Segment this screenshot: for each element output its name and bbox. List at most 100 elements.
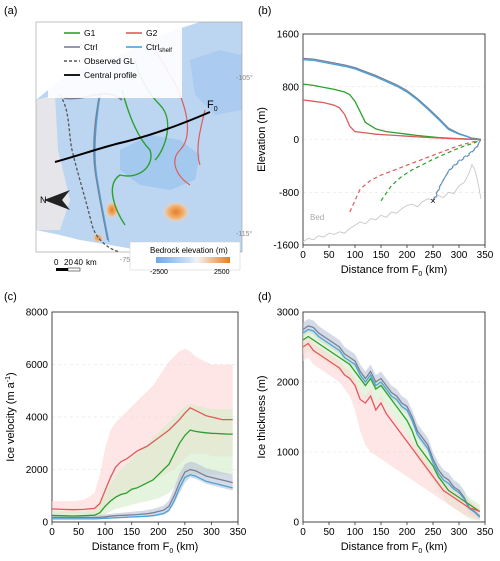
legend-ctrl: Ctrl	[84, 42, 97, 52]
scale-tick-40: 40	[74, 258, 83, 267]
panel-c: (c) 0 2000 4000 6000 8000 0 50 100 150 200 250 300 3…	[4, 291, 247, 555]
legend-ctrl-shelf: Ctrlshelf	[146, 42, 172, 54]
y-axis-label: Elevation (m)	[256, 107, 268, 172]
ytick-label-2: 2000	[277, 378, 300, 389]
series-line-g1	[51, 429, 233, 517]
thickness-chart: 0 1000 2000 3000 0 50 100 150 200 250 300 350 Distan…	[256, 308, 494, 556]
observed-grounding-line	[59, 94, 121, 252]
xtick-label-2: 100	[347, 527, 364, 538]
ytick-label-1: 2000	[26, 465, 49, 476]
series-line-ctrl_shelf	[302, 328, 481, 518]
ytick-label-3: -800	[279, 188, 299, 199]
colorbar-min: -2500	[150, 269, 168, 276]
x-axis-label: Distance from F0 (km)	[341, 541, 448, 555]
legend-g2: G2	[146, 28, 158, 38]
colorbar-max: 2500	[214, 269, 230, 276]
surface-line-g2	[302, 99, 481, 141]
xtick-label-5: 250	[425, 527, 442, 538]
base-line-ctrl_shelf	[435, 139, 482, 198]
colorbar-title: Bedrock elevation (m)	[150, 246, 228, 255]
xtick-label-4: 200	[399, 527, 416, 538]
ytick-label-1: 1000	[277, 448, 300, 459]
plot-frame	[302, 311, 486, 523]
bed-line	[302, 163, 482, 243]
legend-observed-gl: Observed GL	[84, 56, 135, 66]
marker-cross: ×	[430, 196, 435, 206]
xtick-label-4: 200	[399, 250, 416, 261]
band-g2	[303, 336, 480, 520]
xtick-label-7: 350	[230, 527, 247, 538]
x-axis-label: Distance from F0 (km)	[92, 541, 199, 555]
plot-frame	[302, 33, 486, 246]
xtick-label-1: 50	[73, 527, 85, 538]
lon-label-2: -115°	[236, 230, 252, 238]
legend-central-profile: Central profile	[84, 70, 137, 80]
legend-g1: G1	[84, 28, 96, 38]
ytick-label-0: 0	[42, 518, 48, 529]
xtick-label-7: 350	[477, 250, 494, 261]
scale-unit: km	[86, 258, 97, 267]
lon-label-3: -75°	[120, 256, 133, 264]
ctrl-gl-map-2	[93, 93, 109, 241]
plot-frame	[51, 311, 239, 523]
xtick-label-0: 0	[300, 527, 306, 538]
bedrock-colorbar: Bedrock elevation (m) -2500 2500	[129, 241, 241, 276]
scale-bar: 0 20 40 km	[54, 258, 97, 272]
xtick-label-5: 250	[425, 250, 442, 261]
xtick-label-1: 50	[323, 250, 335, 261]
xtick-label-0: 0	[300, 250, 306, 261]
base-line-g1	[380, 138, 482, 202]
x-axis-label: Distance from F0 (km)	[341, 264, 448, 278]
xtick-label-2: 100	[347, 250, 364, 261]
xtick-label-3: 150	[373, 250, 390, 261]
series-line-g2	[302, 342, 481, 513]
panel-a: (a) F0 -105° -115° -75° N	[4, 5, 253, 276]
surface-line-ctrl_shelf	[302, 59, 481, 141]
north-arrow-icon: N	[40, 190, 70, 210]
central-profile-line	[54, 111, 211, 163]
ctrl-shelf-gl-map	[94, 95, 110, 243]
g1-gl-map	[111, 89, 152, 226]
xtick-label-4: 200	[150, 527, 167, 538]
deep-bedrock-patch-2	[190, 50, 242, 115]
panel-d: (d) 0 1000 2000 3000 0 50 100 150 200 250 300 350 Di…	[256, 291, 494, 555]
map-legend: G1 G2 Ctrl Ctrlshelf Observed GL Central…	[48, 24, 182, 98]
series-line-ctrl	[51, 468, 233, 519]
series-line-g1	[302, 335, 481, 513]
base-line-g2	[349, 138, 481, 213]
panel-label-c: (c)	[4, 291, 17, 303]
panel-label-b: (b)	[258, 5, 271, 17]
lon-label-1: -105°	[236, 74, 253, 82]
ytick-label-2: 4000	[26, 413, 49, 424]
panel-label-a: (a)	[4, 5, 17, 17]
xtick-label-2: 100	[97, 527, 114, 538]
y-axis-label: Ice thickness (m)	[256, 375, 268, 458]
xtick-label-0: 0	[49, 527, 55, 538]
ytick-label-2: 0	[293, 135, 299, 146]
band-g1	[303, 329, 480, 521]
bedrock-high-3	[92, 233, 104, 243]
y-axis-label: Ice velocity (m a-1)	[5, 372, 17, 461]
ytick-label-0: 0	[293, 518, 299, 529]
surface-line-ctrl	[302, 57, 481, 141]
svg-text:N: N	[40, 195, 47, 205]
scale-tick-0: 0	[54, 258, 59, 267]
bedrock-high-1	[162, 201, 190, 223]
scale-tick-20: 20	[64, 258, 73, 267]
series-line-ctrl	[302, 325, 481, 517]
xtick-label-3: 150	[123, 527, 140, 538]
xtick-label-6: 300	[203, 527, 220, 538]
ytick-label-4: 8000	[26, 308, 49, 319]
ytick-label-1: 800	[282, 82, 299, 93]
panel-label-d: (d)	[258, 291, 271, 303]
ytick-label-4: -1600	[273, 241, 299, 252]
ytick-label-3: 6000	[26, 360, 49, 371]
xtick-label-7: 350	[477, 527, 494, 538]
f0-label: F0	[207, 99, 218, 113]
xtick-label-3: 150	[373, 527, 390, 538]
ytick-label-3: 3000	[277, 308, 300, 319]
bed-annotation: Bed	[310, 213, 324, 222]
